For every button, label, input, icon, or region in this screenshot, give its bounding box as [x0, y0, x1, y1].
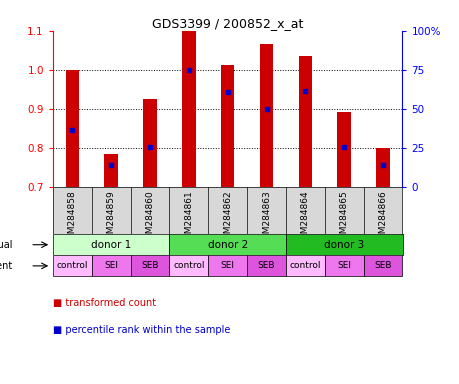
Text: SEB: SEB	[141, 262, 158, 270]
Bar	[285, 234, 402, 255]
Bar	[208, 255, 246, 276]
Text: SEB: SEB	[257, 262, 274, 270]
Text: control: control	[173, 262, 204, 270]
Bar	[169, 255, 208, 276]
Text: GSM284862: GSM284862	[223, 190, 232, 245]
Bar	[91, 255, 130, 276]
Bar	[130, 255, 169, 276]
Bar	[324, 255, 363, 276]
Text: donor 1: donor 1	[91, 240, 131, 250]
Bar	[143, 99, 157, 187]
Bar	[259, 45, 273, 187]
Bar	[53, 234, 169, 255]
Bar	[246, 255, 285, 276]
Bar	[169, 234, 285, 255]
Bar	[285, 255, 324, 276]
Bar	[298, 56, 312, 187]
Text: GSM284861: GSM284861	[184, 190, 193, 245]
Bar	[337, 112, 350, 187]
Text: donor 3: donor 3	[324, 240, 364, 250]
Bar	[65, 70, 79, 187]
Text: control: control	[56, 262, 88, 270]
Text: SEB: SEB	[374, 262, 391, 270]
Text: SEI: SEI	[104, 262, 118, 270]
Text: GSM284863: GSM284863	[262, 190, 270, 245]
Text: ■ percentile rank within the sample: ■ percentile rank within the sample	[53, 325, 230, 335]
Text: GSM284865: GSM284865	[339, 190, 348, 245]
Bar	[104, 154, 118, 187]
Bar	[182, 31, 195, 187]
Text: GSM284866: GSM284866	[378, 190, 387, 245]
Bar	[375, 148, 389, 187]
Text: SEI: SEI	[336, 262, 351, 270]
Text: individual: individual	[0, 240, 13, 250]
Text: control: control	[289, 262, 320, 270]
Text: GSM284860: GSM284860	[145, 190, 154, 245]
Text: donor 2: donor 2	[207, 240, 247, 250]
Bar	[53, 255, 91, 276]
Text: SEI: SEI	[220, 262, 234, 270]
Bar	[363, 255, 402, 276]
Text: ■ transformed count: ■ transformed count	[53, 298, 156, 308]
Title: GDS3399 / 200852_x_at: GDS3399 / 200852_x_at	[151, 17, 303, 30]
Text: GSM284859: GSM284859	[106, 190, 115, 245]
Text: GSM284858: GSM284858	[67, 190, 77, 245]
Bar	[220, 65, 234, 187]
Text: agent: agent	[0, 261, 13, 271]
Text: GSM284864: GSM284864	[300, 190, 309, 245]
